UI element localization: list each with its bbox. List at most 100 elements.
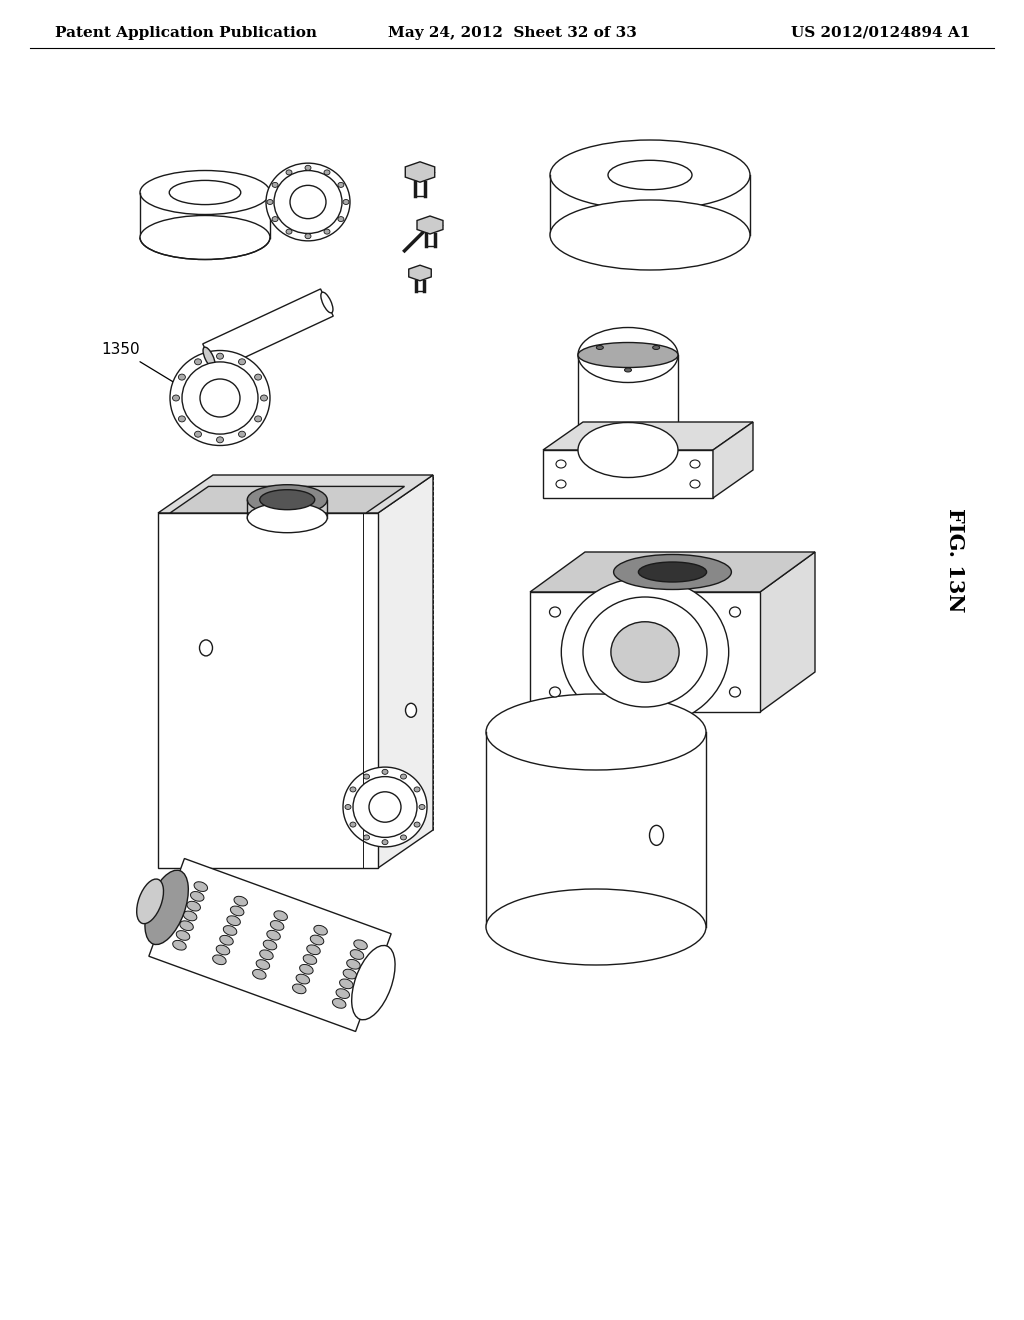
- Ellipse shape: [176, 931, 189, 940]
- Ellipse shape: [286, 230, 292, 234]
- Ellipse shape: [333, 998, 346, 1008]
- Ellipse shape: [260, 490, 314, 510]
- Ellipse shape: [649, 825, 664, 845]
- Ellipse shape: [638, 562, 707, 582]
- Ellipse shape: [364, 836, 370, 840]
- Ellipse shape: [400, 836, 407, 840]
- Ellipse shape: [195, 359, 202, 364]
- Ellipse shape: [169, 181, 241, 205]
- Polygon shape: [158, 513, 378, 869]
- Ellipse shape: [414, 822, 420, 828]
- Ellipse shape: [343, 767, 427, 847]
- Ellipse shape: [260, 395, 267, 401]
- Ellipse shape: [550, 607, 560, 616]
- Text: May 24, 2012  Sheet 32 of 33: May 24, 2012 Sheet 32 of 33: [387, 26, 637, 40]
- Ellipse shape: [263, 940, 276, 950]
- Ellipse shape: [173, 940, 186, 950]
- Ellipse shape: [194, 882, 208, 891]
- Ellipse shape: [729, 607, 740, 616]
- Ellipse shape: [300, 965, 313, 974]
- Polygon shape: [713, 422, 753, 498]
- Polygon shape: [170, 486, 404, 513]
- Ellipse shape: [140, 170, 270, 214]
- Ellipse shape: [266, 164, 350, 240]
- Ellipse shape: [195, 432, 202, 437]
- Ellipse shape: [338, 216, 344, 222]
- Ellipse shape: [324, 230, 330, 234]
- Ellipse shape: [200, 640, 213, 656]
- Ellipse shape: [550, 686, 560, 697]
- Ellipse shape: [561, 578, 729, 726]
- Ellipse shape: [690, 459, 700, 469]
- Ellipse shape: [608, 160, 692, 190]
- Polygon shape: [203, 289, 333, 371]
- Ellipse shape: [625, 368, 632, 372]
- Ellipse shape: [351, 945, 395, 1020]
- Ellipse shape: [220, 936, 233, 945]
- Polygon shape: [760, 552, 815, 711]
- Ellipse shape: [200, 379, 240, 417]
- Ellipse shape: [233, 896, 248, 906]
- Ellipse shape: [227, 916, 241, 925]
- Ellipse shape: [182, 362, 258, 434]
- Ellipse shape: [216, 354, 223, 359]
- Polygon shape: [378, 475, 433, 869]
- Polygon shape: [409, 265, 431, 281]
- Polygon shape: [406, 162, 435, 182]
- Text: US 2012/0124894 A1: US 2012/0124894 A1: [791, 26, 970, 40]
- Ellipse shape: [172, 395, 179, 401]
- Ellipse shape: [338, 182, 344, 187]
- Ellipse shape: [578, 422, 678, 478]
- Ellipse shape: [364, 774, 370, 779]
- Ellipse shape: [230, 906, 244, 916]
- Ellipse shape: [313, 925, 328, 935]
- Ellipse shape: [272, 182, 279, 187]
- Ellipse shape: [183, 911, 197, 921]
- Ellipse shape: [178, 374, 185, 380]
- Ellipse shape: [170, 351, 270, 446]
- Ellipse shape: [400, 774, 407, 779]
- Ellipse shape: [369, 792, 401, 822]
- Polygon shape: [543, 450, 713, 498]
- Ellipse shape: [273, 911, 288, 920]
- Ellipse shape: [305, 234, 311, 239]
- Ellipse shape: [596, 346, 603, 350]
- Ellipse shape: [216, 945, 229, 954]
- Text: 1350: 1350: [101, 342, 173, 381]
- Ellipse shape: [406, 704, 417, 717]
- Ellipse shape: [256, 960, 269, 969]
- Ellipse shape: [145, 870, 188, 945]
- Ellipse shape: [270, 920, 284, 931]
- Ellipse shape: [583, 597, 707, 708]
- Ellipse shape: [729, 686, 740, 697]
- Ellipse shape: [239, 359, 246, 364]
- Polygon shape: [543, 422, 753, 450]
- Ellipse shape: [550, 201, 750, 271]
- Ellipse shape: [286, 170, 292, 174]
- Ellipse shape: [267, 199, 273, 205]
- Ellipse shape: [260, 950, 273, 960]
- Ellipse shape: [321, 292, 333, 313]
- Ellipse shape: [272, 216, 279, 222]
- Ellipse shape: [343, 969, 356, 979]
- Ellipse shape: [255, 374, 261, 380]
- Ellipse shape: [350, 822, 356, 828]
- Ellipse shape: [350, 949, 364, 960]
- Ellipse shape: [578, 327, 678, 383]
- Ellipse shape: [136, 879, 164, 924]
- Ellipse shape: [350, 787, 356, 792]
- Ellipse shape: [303, 954, 316, 965]
- Ellipse shape: [307, 945, 321, 954]
- Ellipse shape: [382, 770, 388, 775]
- Ellipse shape: [247, 503, 328, 533]
- Ellipse shape: [505, 701, 687, 763]
- Polygon shape: [148, 858, 391, 1031]
- Ellipse shape: [382, 840, 388, 845]
- Ellipse shape: [336, 989, 349, 998]
- Ellipse shape: [340, 979, 353, 989]
- Ellipse shape: [178, 416, 185, 422]
- Ellipse shape: [140, 215, 270, 260]
- Ellipse shape: [353, 776, 417, 837]
- Ellipse shape: [486, 694, 706, 770]
- Ellipse shape: [296, 974, 309, 983]
